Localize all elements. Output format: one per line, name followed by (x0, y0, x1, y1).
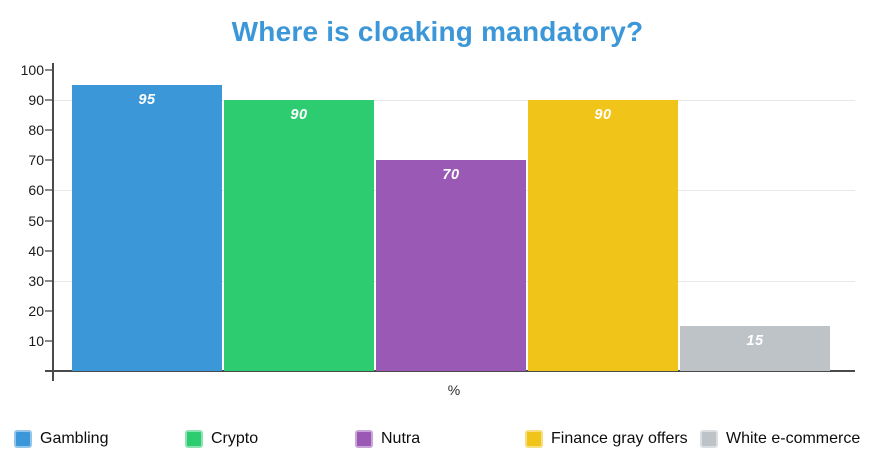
legend-label: Nutra (381, 430, 421, 447)
gridline (53, 100, 855, 102)
y-axis-tick-label: 10 (28, 332, 44, 349)
bar-white-e-commerce: 15 (680, 325, 830, 371)
bar-gambling: 95 (72, 85, 222, 371)
legend-label: Finance gray offers (551, 430, 688, 447)
y-axis-tick-label: 50 (28, 212, 44, 229)
y-axis-tick-label: 60 (28, 182, 44, 199)
chart-legend: Gambling Crypto Nutra Finance gray offers Wh… (0, 430, 875, 452)
y-axis-tick (45, 309, 53, 312)
y-axis-tick-label: 40 (28, 242, 44, 259)
y-axis-tick-label: 30 (28, 272, 44, 289)
bar-nutra: 70 (376, 160, 526, 371)
legend-label: Gambling (40, 430, 109, 447)
x-axis-title: % (447, 382, 461, 398)
chart-title: Where is cloaking mandatory? (231, 16, 644, 47)
legend-item-white-e-commerce: White e-commerce (700, 430, 860, 448)
legend-item-finance-gray-offers: Finance gray offers (525, 430, 688, 448)
bar-value-label: 90 (594, 107, 612, 124)
y-axis-tick (45, 99, 53, 102)
bar-value-label: 95 (138, 92, 156, 109)
bar-value-label: 70 (442, 167, 460, 184)
legend-item-gambling: Gambling (14, 430, 108, 448)
legend-swatch-icon (525, 430, 543, 448)
legend-swatch-icon (185, 430, 203, 448)
bar-crypto: 90 (224, 100, 374, 371)
legend-item-nutra: Nutra (355, 430, 420, 448)
y-axis-tick-label: 90 (28, 92, 44, 109)
legend-label: Crypto (211, 430, 259, 447)
legend-item-crypto: Crypto (185, 430, 258, 448)
bar-finance-gray-offers: 90 (528, 100, 678, 371)
legend-swatch-icon (355, 430, 373, 448)
y-axis-tick-label: 20 (28, 302, 44, 319)
y-axis-tick (45, 159, 53, 162)
y-axis-tick (45, 69, 53, 71)
y-axis-line (52, 63, 54, 381)
y-axis-tick-label: 70 (28, 152, 44, 169)
x-axis-line (45, 370, 855, 372)
bar-value-label: 90 (290, 107, 308, 124)
y-axis-tick (45, 129, 53, 132)
y-axis-tick (45, 189, 53, 192)
legend-swatch-icon (700, 430, 718, 448)
y-axis-tick (45, 249, 53, 252)
legend-label: White e-commerce (726, 430, 861, 447)
y-axis-tick (45, 339, 53, 342)
y-axis-tick-label: 80 (28, 122, 44, 139)
y-axis-tick (45, 219, 53, 222)
y-axis-tick-label: 100 (20, 62, 44, 78)
legend-swatch-icon (14, 430, 32, 448)
y-axis-tick (45, 279, 53, 282)
bar-value-label: 15 (746, 332, 764, 349)
